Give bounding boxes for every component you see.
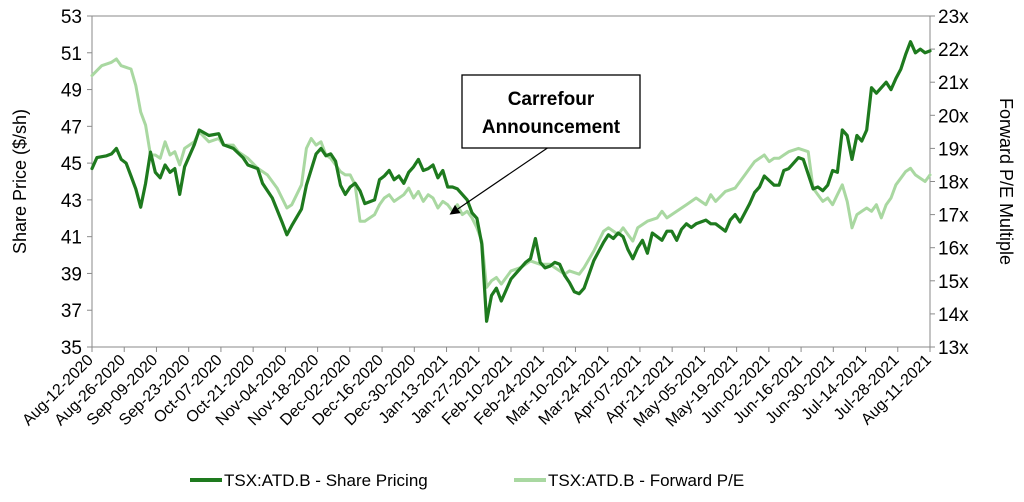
left-y-tick-label: 39 (61, 264, 82, 285)
right-y-tick-label: 15x (938, 272, 969, 293)
right-y-tick-label: 19x (938, 139, 969, 160)
series-layer (90, 40, 932, 323)
annotation-text-line2: Announcement (482, 117, 621, 138)
right-y-tick-label: 22x (938, 40, 969, 61)
legend-label-forward-pe: TSX:ATD.B - Forward P/E (548, 471, 744, 490)
series-line-share-pricing (90, 40, 932, 323)
right-y-tick-label: 21x (938, 73, 969, 94)
left-y-tick-label: 37 (61, 301, 82, 322)
left-y-ticks: 35 37 39 41 43 45 47 49 51 53 (61, 7, 92, 359)
left-y-tick-label: 45 (61, 154, 82, 175)
right-y-tick-label: 20x (938, 106, 969, 127)
right-y-tick-label: 18x (938, 173, 969, 194)
right-y-tick-label: 23x (938, 7, 969, 28)
annotation-text-line1: Carrefour (508, 89, 595, 110)
left-y-tick-label: 47 (61, 117, 82, 138)
y-axis-label-left: Share Price ($/sh) (10, 109, 30, 254)
right-y-ticks: 13x 14x 15x 16x 17x 18x 19x 20x 21x 22x 23x (930, 7, 969, 359)
right-y-tick-label: 13x (938, 338, 969, 359)
left-y-tick-label: 51 (61, 44, 82, 65)
left-y-tick-label: 35 (61, 338, 82, 359)
annotation-arrow (457, 147, 548, 210)
right-y-tick-label: 16x (938, 239, 969, 260)
left-y-tick-label: 43 (61, 191, 82, 212)
annotation-arrowhead (449, 204, 461, 215)
annotation: Carrefour Announcement (449, 74, 641, 215)
right-y-tick-label: 17x (938, 206, 969, 227)
right-y-tick-label: 14x (938, 305, 969, 326)
left-y-tick-label: 53 (61, 7, 82, 28)
legend: TSX:ATD.B - Share Pricing TSX:ATD.B - Fo… (190, 471, 744, 490)
left-y-tick-label: 41 (61, 228, 82, 249)
legend-label-share-pricing: TSX:ATD.B - Share Pricing (224, 471, 428, 490)
left-y-tick-label: 49 (61, 81, 82, 102)
annotation-box (461, 74, 641, 149)
y-axis-label-right: Forward P/E Multiple (996, 98, 1016, 265)
